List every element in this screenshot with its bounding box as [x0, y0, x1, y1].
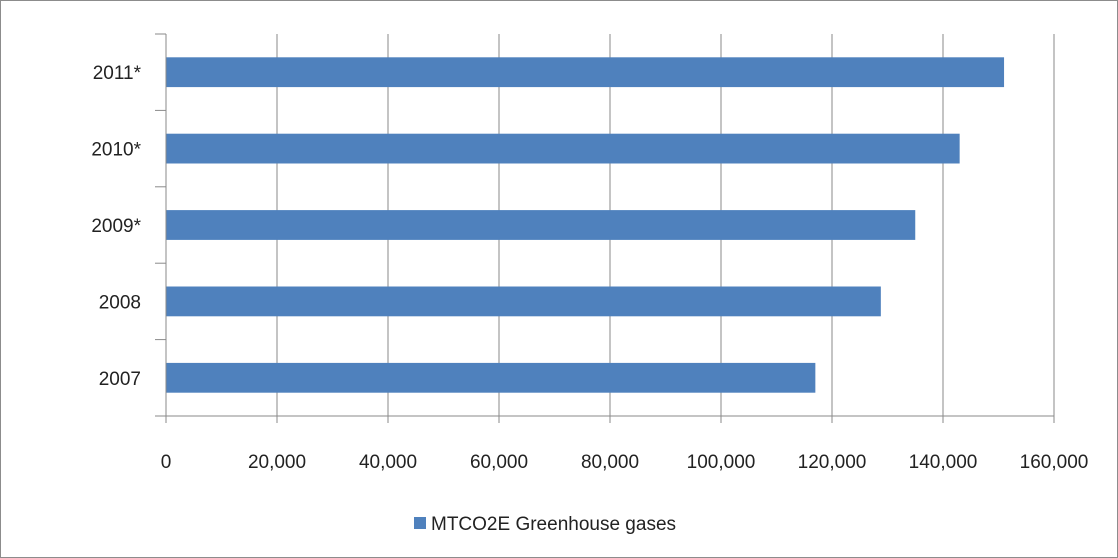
bar-2010-est [166, 133, 960, 164]
x-tick-label: 60,000 [470, 452, 528, 473]
x-tick-label: 20,000 [248, 452, 306, 473]
y-tick-label: 2009* [91, 216, 141, 237]
y-tick-label: 2008 [99, 292, 141, 313]
y-tick-labels: 2007 2008 2009* 2010* 2011* [91, 63, 141, 390]
legend: MTCO2E Greenhouse gases [414, 514, 676, 535]
x-tick-label: 100,000 [687, 452, 756, 473]
x-tick-label: 0 [161, 452, 172, 473]
bar-2008 [166, 286, 881, 317]
y-tick-label: 2010* [91, 140, 141, 161]
x-tick-label: 140,000 [909, 452, 978, 473]
x-tick-label: 40,000 [359, 452, 417, 473]
x-tick-label: 120,000 [798, 452, 867, 473]
axes [155, 33, 1055, 423]
bar-2011-est [166, 57, 1005, 88]
x-tick-labels: 0 20,000 40,000 60,000 80,000 100,000 120,000 1… [161, 452, 1089, 473]
y-tick-label: 2011* [93, 63, 142, 84]
x-tick-label: 160,000 [1020, 452, 1089, 473]
x-tick-label: 80,000 [581, 452, 639, 473]
bars [166, 57, 1005, 393]
bar-2009-est [166, 210, 916, 240]
legend-swatch [414, 517, 426, 529]
y-tick-label: 2007 [99, 369, 141, 390]
bar-2007 [166, 362, 816, 393]
legend-label: MTCO2E Greenhouse gases [431, 514, 676, 535]
